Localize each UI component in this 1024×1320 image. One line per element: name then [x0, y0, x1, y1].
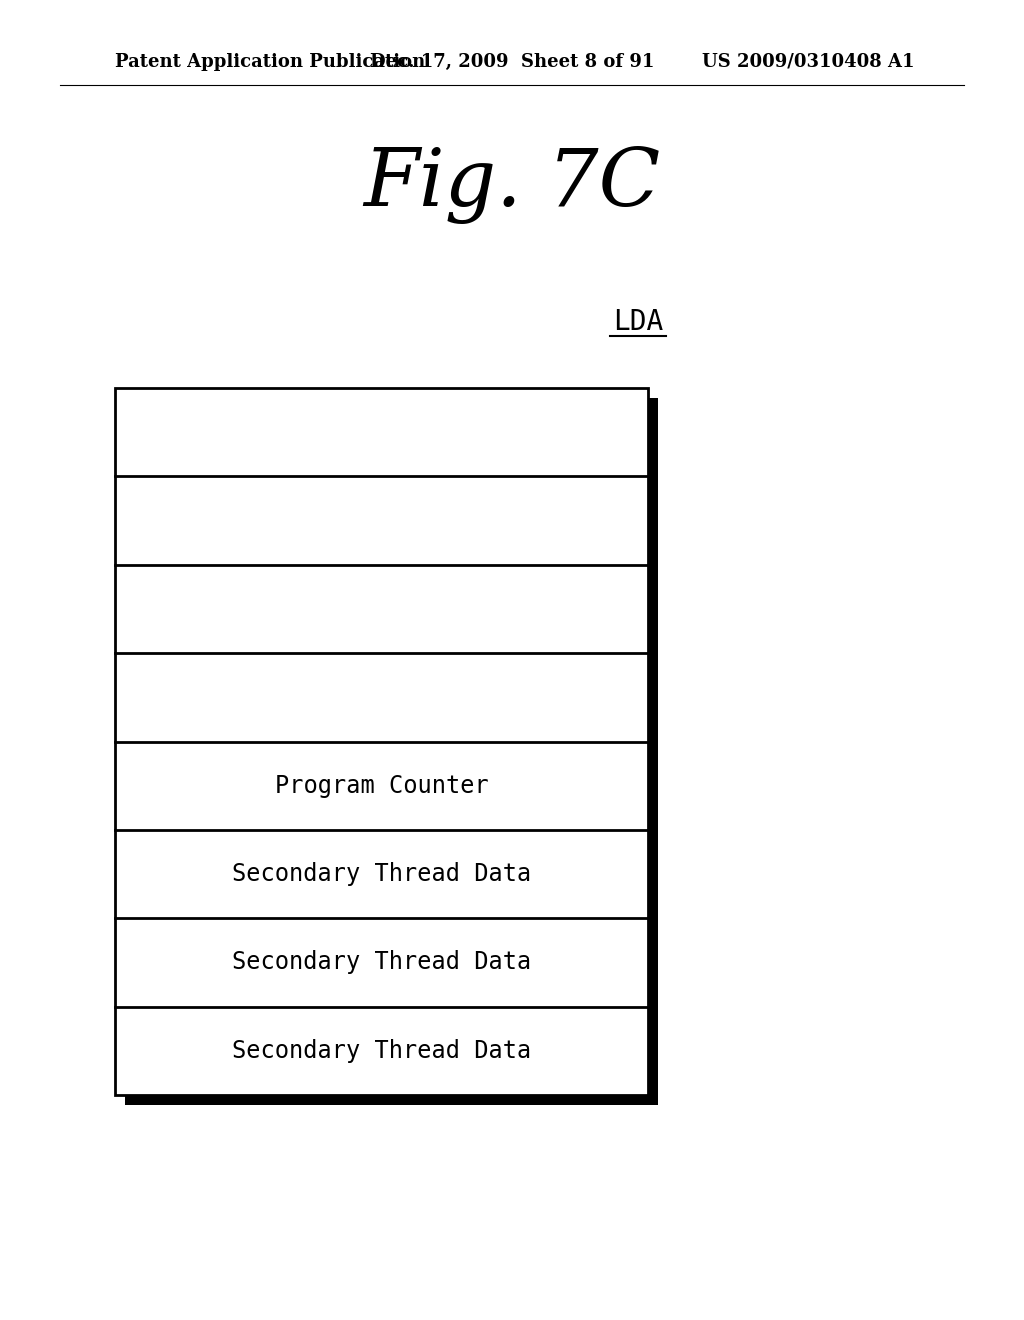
Bar — [115, 388, 648, 1096]
Text: Dec. 17, 2009  Sheet 8 of 91: Dec. 17, 2009 Sheet 8 of 91 — [370, 53, 654, 71]
Text: US 2009/0310408 A1: US 2009/0310408 A1 — [701, 53, 914, 71]
Text: Secondary Thread Data: Secondary Thread Data — [231, 1039, 531, 1063]
Text: Patent Application Publication: Patent Application Publication — [115, 53, 425, 71]
Bar — [125, 399, 658, 1105]
Text: Fig. 7C: Fig. 7C — [364, 147, 660, 224]
Text: LDA: LDA — [613, 308, 664, 337]
Text: Secondary Thread Data: Secondary Thread Data — [231, 862, 531, 886]
Text: Secondary Thread Data: Secondary Thread Data — [231, 950, 531, 974]
Text: Program Counter: Program Counter — [274, 774, 488, 797]
